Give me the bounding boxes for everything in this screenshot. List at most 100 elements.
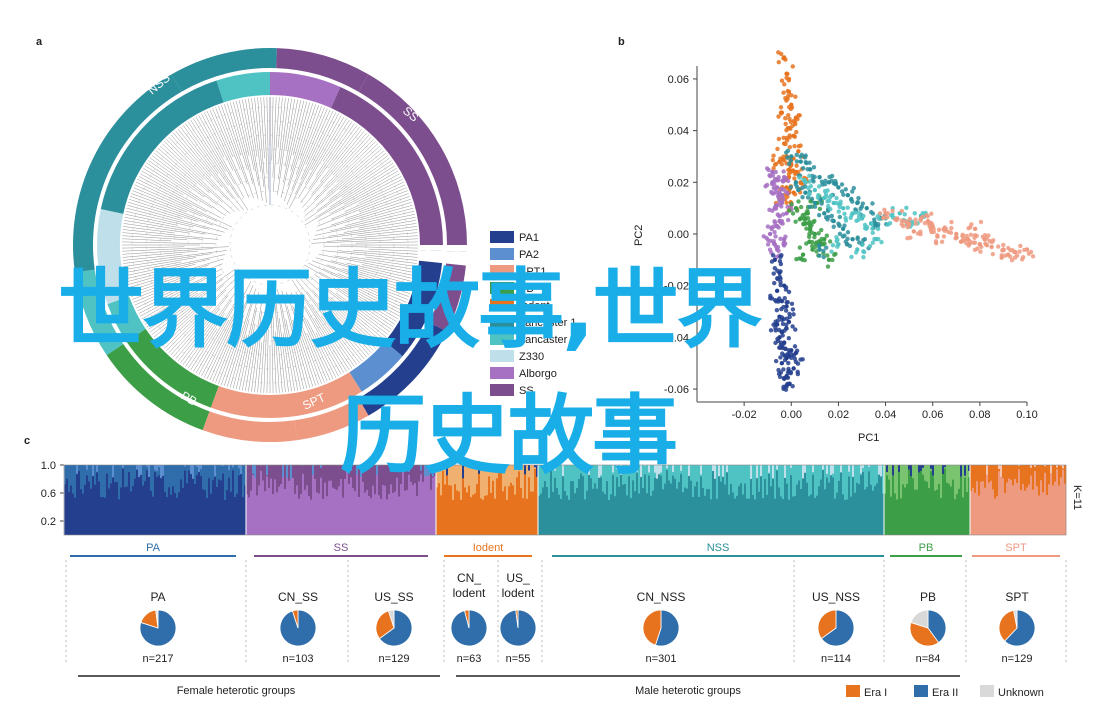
tree-legend-swatch [490, 367, 514, 379]
scatter-point [807, 160, 812, 165]
structure-bar [122, 465, 125, 469]
structure-bar [530, 491, 533, 535]
scatter-point [804, 226, 809, 231]
structure-bar [308, 495, 311, 535]
structure-bar [184, 465, 187, 467]
group-header-label: Iodent [473, 542, 504, 554]
structure-bar [518, 471, 521, 535]
structure-bar [192, 476, 195, 535]
tree-internal-node-ring [173, 148, 367, 342]
era-legend-swatch [846, 685, 860, 697]
tree-branch [127, 205, 225, 233]
scatter-point [825, 199, 830, 204]
tree-branch [273, 287, 283, 393]
tree-branch [311, 130, 365, 195]
tree-branch [173, 282, 238, 358]
structure-bar [362, 481, 365, 535]
pie-slice [155, 609, 159, 629]
scatter-point [772, 182, 777, 187]
tree-branch [345, 196, 410, 220]
y-tick-label: 0.04 [668, 126, 689, 138]
structure-bar [368, 495, 371, 535]
tree-branch [227, 303, 253, 387]
tree-legend-swatch [490, 316, 514, 328]
k-label: K=11 [1071, 485, 1083, 510]
structure-bar [112, 477, 115, 535]
structure-bar [680, 465, 683, 471]
scatter-point [797, 245, 803, 250]
structure-bar [600, 477, 603, 535]
tree-branch [227, 103, 248, 171]
scatter-point [765, 242, 771, 247]
structure-bar [460, 499, 463, 535]
scatter-point [793, 327, 798, 332]
structure-bar [686, 488, 689, 535]
tree-branch [304, 170, 399, 226]
structure-bar [804, 472, 807, 535]
scatter-point [783, 121, 788, 127]
scatter-point [860, 242, 865, 247]
scatter-point [842, 223, 847, 228]
scatter-point [885, 211, 891, 216]
scatter-point [771, 271, 776, 276]
tree-branch [286, 305, 310, 388]
structure-bar [1062, 469, 1065, 535]
structure-bar [988, 482, 991, 535]
structure-bar [750, 465, 753, 479]
scatter-point [829, 213, 835, 219]
structure-bar [346, 465, 349, 470]
structure-bar [72, 493, 75, 535]
scatter-point [780, 197, 786, 202]
pie-slice [378, 609, 413, 647]
tree-branch [287, 103, 313, 187]
tree-branch [278, 97, 286, 164]
structure-bar [898, 472, 901, 535]
tree-branch [141, 170, 184, 196]
scatter-point [812, 218, 817, 224]
structure-bar [96, 465, 99, 472]
structure-bar [1018, 469, 1021, 535]
structure-bar [324, 482, 327, 535]
structure-panel: 1.0 0.6 0.2 K=11 PA SS Iodent NSS PB SPT PA n=21… [41, 460, 1083, 699]
structure-bar [1060, 465, 1063, 466]
structure-bar [478, 470, 481, 535]
structure-bar [210, 493, 213, 535]
scatter-point [931, 226, 936, 232]
pie-slice [910, 609, 929, 629]
scatter-point [798, 204, 804, 210]
structure-bar [284, 489, 287, 535]
scatter-point [879, 239, 884, 245]
structure-bar [316, 492, 319, 535]
structure-bar [216, 486, 219, 535]
structure-bar [820, 479, 823, 535]
x-tick-label: -0.02 [732, 409, 757, 421]
scatter-point [828, 194, 833, 200]
scatter-point [788, 169, 794, 175]
tree-branch [302, 132, 367, 208]
scatter-point [949, 225, 954, 231]
structure-bar [264, 491, 267, 535]
structure-bar [900, 498, 903, 535]
tree-branch [254, 326, 262, 393]
scatter-point [776, 136, 782, 142]
structure-bar [950, 486, 953, 535]
tree-internal-node-ring [131, 106, 409, 384]
structure-bar [652, 490, 655, 535]
tree-branch [328, 223, 417, 237]
structure-bar [350, 465, 353, 471]
tree-internal-node-ring [187, 162, 353, 328]
structure-bar [974, 492, 977, 535]
pie-n-label: n=55 [506, 653, 531, 665]
structure-bar [1008, 478, 1011, 535]
structure-bar [536, 465, 539, 477]
scatter-point [773, 328, 778, 333]
structure-bar [848, 465, 851, 472]
structure-bar [596, 488, 599, 535]
structure-bar [1046, 495, 1049, 535]
tree-outer-ring-segment [294, 398, 369, 441]
scatter-point [778, 370, 784, 375]
structure-bar [90, 488, 93, 535]
scatter-point [807, 191, 812, 196]
structure-bar [260, 470, 263, 535]
scatter-point [831, 181, 836, 186]
